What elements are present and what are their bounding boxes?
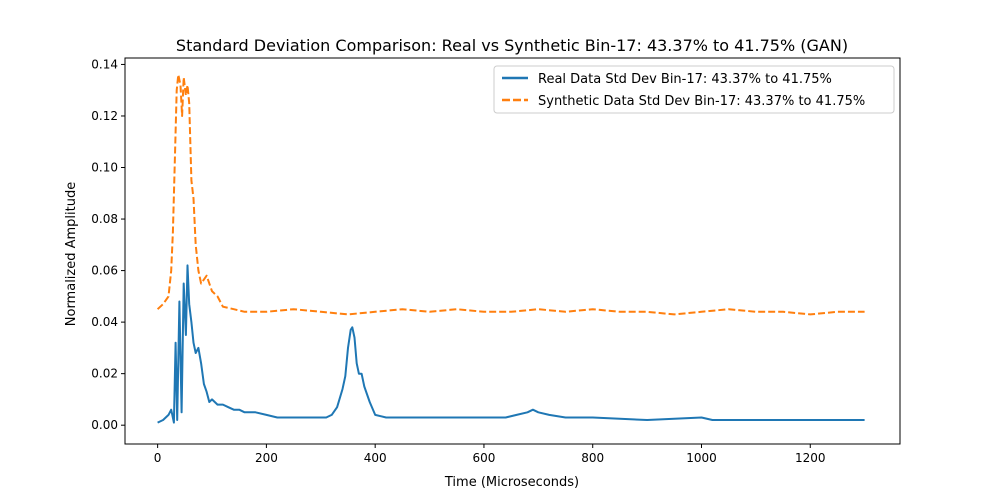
y-tick-label: 0.04 [91,315,118,329]
y-tick-label: 0.10 [91,161,118,175]
x-axis-label: Time (Microseconds) [444,475,579,490]
y-tick-label: 0.02 [91,367,118,381]
x-tick-label: 200 [255,451,278,465]
x-tick-label: 600 [472,451,495,465]
y-tick-label: 0.00 [91,418,118,432]
chart-title: Standard Deviation Comparison: Real vs S… [176,36,848,55]
y-tick-label: 0.12 [91,109,118,123]
legend-box [493,65,895,114]
y-axis-ticks: 0.00 0.02 0.04 0.06 0.08 0.10 0.12 0.14 [91,57,125,432]
synthetic-series-line [156,73,865,316]
x-tick-label: 800 [581,451,604,465]
axes-frame [124,57,901,445]
legend-real-label: Real Data Std Dev Bin-17: 43.37% to 41.7… [538,72,832,87]
series-layer [156,73,865,424]
x-axis-ticks: 0 200 400 600 800 1000 1200 [154,444,826,465]
x-tick-label: 1000 [686,451,717,465]
x-tick-label: 0 [154,451,162,465]
x-tick-label: 1200 [795,451,826,465]
y-axis-label: Normalized Amplitude [64,182,79,326]
legend-synthetic-label: Synthetic Data Std Dev Bin-17: 43.37% to… [538,94,865,109]
y-tick-label: 0.14 [91,57,118,71]
y-tick-label: 0.06 [91,264,118,278]
real-series-line [157,264,865,424]
legend: Real Data Std Dev Bin-17: 43.37% to 41.7… [493,65,895,114]
x-tick-label: 400 [364,451,387,465]
y-tick-label: 0.08 [91,212,118,226]
